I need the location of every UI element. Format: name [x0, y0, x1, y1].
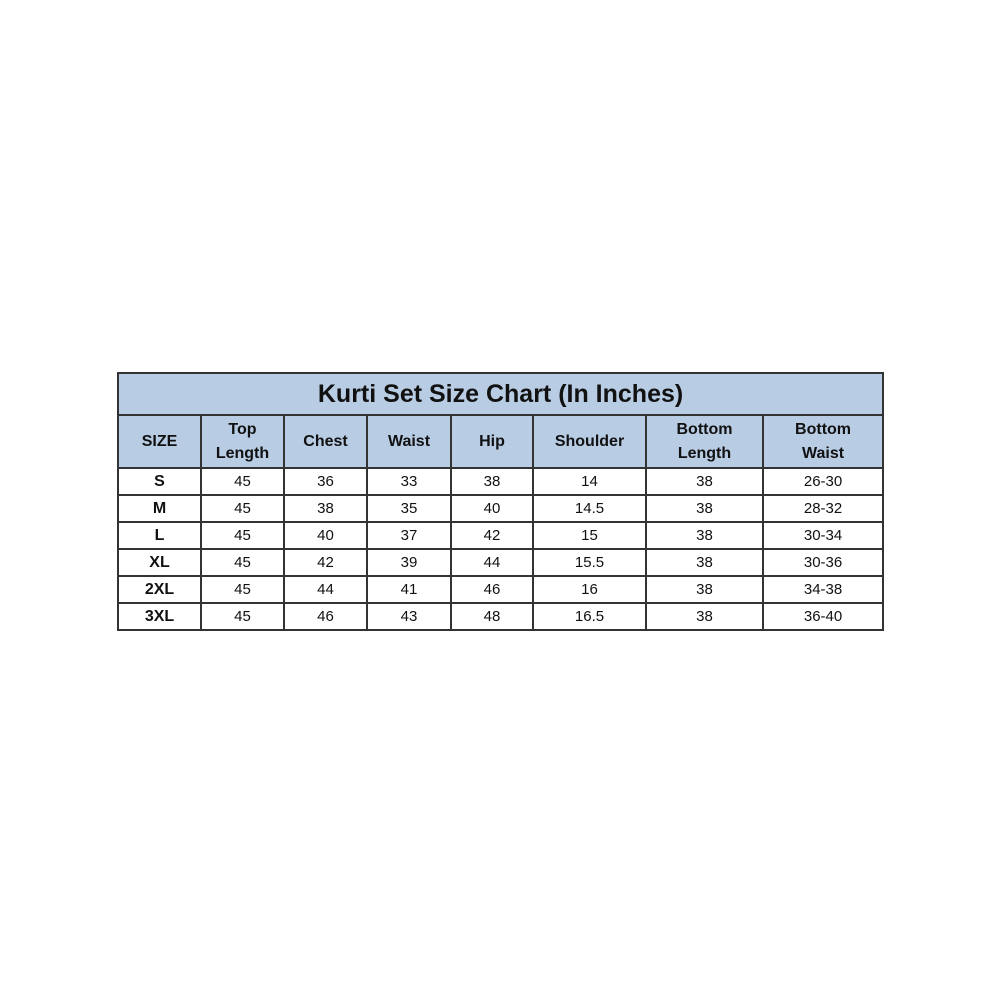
column-header-line: Bottom: [795, 420, 852, 438]
column-header: Shoulder: [532, 414, 647, 469]
table-cell: 33: [366, 467, 452, 496]
table-cell: 38: [645, 602, 764, 631]
table-cell: 48: [450, 602, 534, 631]
table-cell: 35: [366, 494, 452, 523]
chart-title: Kurti Set Size Chart (In Inches): [116, 372, 885, 416]
table-cell: 38: [450, 467, 534, 496]
table-cell: 37: [366, 521, 452, 550]
table-cell: 30-34: [761, 521, 885, 550]
table-cell: 41: [366, 575, 452, 604]
column-header: Waist: [366, 414, 452, 469]
table-cell: 30-36: [761, 548, 885, 577]
column-header: Chest: [283, 414, 368, 469]
column-header: Bottom Waist: [761, 414, 885, 469]
table-cell: 36: [283, 467, 368, 496]
table-cell: 45: [200, 521, 285, 550]
table-cell: 38: [645, 467, 764, 496]
column-header-line: Chest: [303, 432, 348, 450]
table-cell: 38: [283, 494, 368, 523]
table-cell: 46: [450, 575, 534, 604]
column-header: SIZE: [117, 414, 202, 469]
table-cell: 16: [532, 575, 647, 604]
table-row: 2XL 45 44 41 46 16 38 34-38: [117, 575, 885, 604]
table-cell: 43: [366, 602, 452, 631]
header-row: SIZE Top Length Chest Waist Hip Shoulder Bottom…: [117, 414, 885, 469]
column-header-line: SIZE: [141, 432, 178, 450]
table-cell: 40: [450, 494, 534, 523]
table-row: S 45 36 33 38 14 38 26-30: [117, 467, 885, 496]
column-header-line: Length: [677, 444, 732, 462]
table-cell: 45: [200, 548, 285, 577]
table-row: M 45 38 35 40 14.5 38 28-32: [117, 494, 885, 523]
table-cell: 45: [200, 494, 285, 523]
column-header-line: Hip: [479, 432, 505, 450]
table-cell: 14: [532, 467, 647, 496]
size-cell: 3XL: [117, 602, 202, 631]
size-cell: XL: [117, 548, 202, 577]
table-cell: 26-30: [761, 467, 885, 496]
column-header: Hip: [450, 414, 534, 469]
table-row: XL 45 42 39 44 15.5 38 30-36: [117, 548, 885, 577]
table-cell: 38: [645, 494, 764, 523]
size-cell: S: [117, 467, 202, 496]
table-cell: 44: [283, 575, 368, 604]
table-cell: 38: [645, 548, 764, 577]
table-cell: 34-38: [761, 575, 885, 604]
column-header-line: Length: [215, 444, 270, 462]
table-cell: 15.5: [532, 548, 647, 577]
column-header-line: Shoulder: [554, 432, 625, 450]
column-header-line: Bottom: [676, 420, 733, 438]
table-cell: 46: [283, 602, 368, 631]
size-chart-table: Kurti Set Size Chart (In Inches) SIZE Top…: [116, 372, 885, 631]
table-cell: 16.5: [532, 602, 647, 631]
table-cell: 44: [450, 548, 534, 577]
column-header-line: Top: [228, 420, 257, 438]
table-cell: 14.5: [532, 494, 647, 523]
table-cell: 38: [645, 521, 764, 550]
table-row: L 45 40 37 42 15 38 30-34: [117, 521, 885, 550]
table-cell: 15: [532, 521, 647, 550]
table-cell: 45: [200, 467, 285, 496]
table-cell: 40: [283, 521, 368, 550]
table-body: S 45 36 33 38 14 38 26-30 M 45 38 35 40 14.5 38 28-32 L 4…: [117, 467, 885, 631]
size-cell: M: [117, 494, 202, 523]
table-cell: 45: [200, 575, 285, 604]
table-cell: 36-40: [761, 602, 885, 631]
size-cell: 2XL: [117, 575, 202, 604]
size-cell: L: [117, 521, 202, 550]
column-header: Bottom Length: [645, 414, 764, 469]
table-cell: 28-32: [761, 494, 885, 523]
table-cell: 38: [645, 575, 764, 604]
table-cell: 42: [450, 521, 534, 550]
table-cell: 42: [283, 548, 368, 577]
table-cell: 39: [366, 548, 452, 577]
column-header: Top Length: [200, 414, 285, 469]
column-header-line: Waist: [802, 444, 845, 462]
table-cell: 45: [200, 602, 285, 631]
table-row: 3XL 45 46 43 48 16.5 38 36-40: [117, 602, 885, 631]
column-header-line: Waist: [387, 432, 431, 450]
